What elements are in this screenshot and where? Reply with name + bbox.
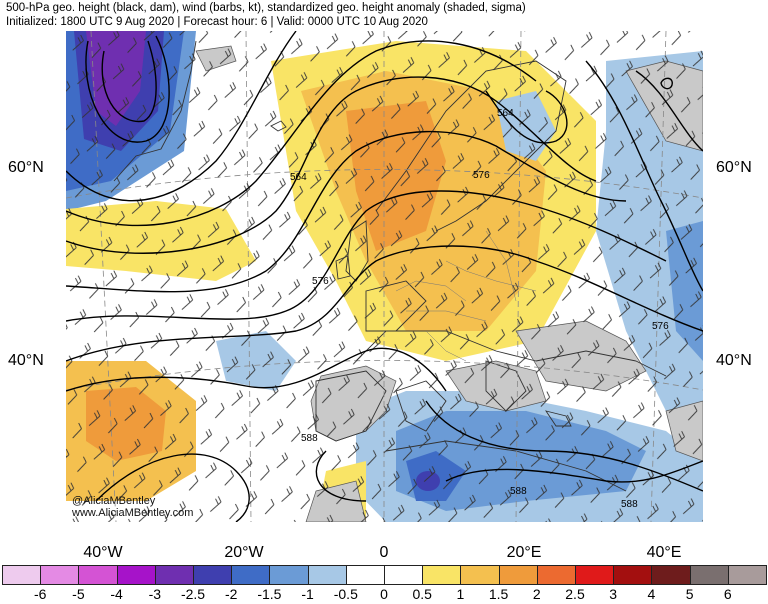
- colorbar-tick-label: -4: [110, 586, 123, 602]
- contour-label-588-a: 588: [301, 433, 318, 444]
- map-subtitle: Initialized: 1800 UTC 9 Aug 2020 | Forec…: [6, 16, 428, 28]
- colorbar-tick-label: -1.5: [257, 586, 282, 602]
- colorbar-swatch: [40, 565, 80, 585]
- contour-label-576-c: 576: [652, 321, 669, 332]
- colorbar-tick-label: -0.5: [333, 586, 358, 602]
- colorbar-tick-label: 2: [532, 586, 541, 602]
- lat-label-60n-right: 60°N: [716, 159, 752, 176]
- colorbar-swatch: [498, 565, 538, 585]
- colorbar-swatch: [193, 565, 233, 585]
- colorbar-swatch: [460, 565, 500, 585]
- lon-label-0: 0: [379, 544, 389, 561]
- credit-handle: @AliciaMBentley: [72, 495, 156, 507]
- lon-label-40e: 40°E: [646, 544, 682, 561]
- colorbar-swatch: [78, 565, 118, 585]
- colorbar-tick-label: 4: [647, 586, 656, 602]
- colorbar-tick-label: 3: [609, 586, 618, 602]
- colorbar-swatch: [384, 565, 424, 585]
- map-title: 500-hPa geo. height (black, dam), wind (…: [6, 2, 526, 14]
- lat-label-40n-right: 40°N: [716, 352, 752, 369]
- colorbar-swatch: [575, 565, 615, 585]
- colorbar-swatch: [231, 565, 271, 585]
- lat-label-40n-left: 40°N: [8, 352, 44, 369]
- colorbar-swatch: [154, 565, 194, 585]
- colorbar-tick-label: 0: [380, 586, 388, 602]
- colorbar-swatch: [307, 565, 347, 585]
- colorbar-swatch: [422, 565, 462, 585]
- colorbar-swatch: [2, 565, 42, 585]
- contour-label-564-b: 564: [497, 108, 514, 119]
- colorbar-tick-label: -2: [224, 586, 238, 602]
- credit-website[interactable]: www.AliciaMBentley.com: [72, 507, 194, 519]
- contour-label-576-b: 576: [312, 276, 329, 287]
- map-panel[interactable]: 564 576 576 564 576 588 588 588: [66, 31, 703, 522]
- contour-label-576-a: 576: [473, 170, 490, 181]
- lon-label-20e: 20°E: [506, 544, 542, 561]
- contour-label-588-c: 588: [621, 499, 638, 510]
- colorbar: [0, 565, 768, 585]
- colorbar-swatch: [689, 565, 729, 585]
- wind-barbs: [66, 31, 703, 522]
- colorbar-swatch: [651, 565, 691, 585]
- colorbar-tick-label: -3: [148, 586, 162, 602]
- lat-label-60n-left: 60°N: [8, 159, 44, 176]
- height-contours: [66, 31, 703, 522]
- lon-label-20w: 20°W: [224, 544, 264, 561]
- colorbar-swatch: [116, 565, 156, 585]
- colorbar-tick-label: -1: [301, 586, 314, 602]
- colorbar-tick-label: 1.5: [488, 586, 509, 602]
- contour-label-564-a: 564: [290, 172, 307, 183]
- colorbar-tick-label: 6: [723, 586, 732, 602]
- colorbar-swatch: [345, 565, 385, 585]
- map-canvas: [66, 31, 703, 522]
- colorbar-tick-label: -6: [33, 586, 47, 602]
- colorbar-swatch: [613, 565, 653, 585]
- colorbar-tick-label: 0.5: [412, 586, 432, 602]
- colorbar-tick-label: -2.5: [180, 586, 206, 602]
- colorbar-tick-label: 2.5: [565, 586, 585, 602]
- colorbar-swatch: [536, 565, 576, 585]
- lon-label-40w: 40°W: [83, 544, 123, 561]
- contour-label-588-b: 588: [510, 486, 527, 497]
- colorbar-swatch: [727, 565, 767, 585]
- colorbar-tick-label: 1: [456, 586, 465, 602]
- colorbar-tick-label: 5: [685, 586, 694, 602]
- colorbar-tick-label: -5: [72, 586, 85, 602]
- colorbar-swatch: [269, 565, 309, 585]
